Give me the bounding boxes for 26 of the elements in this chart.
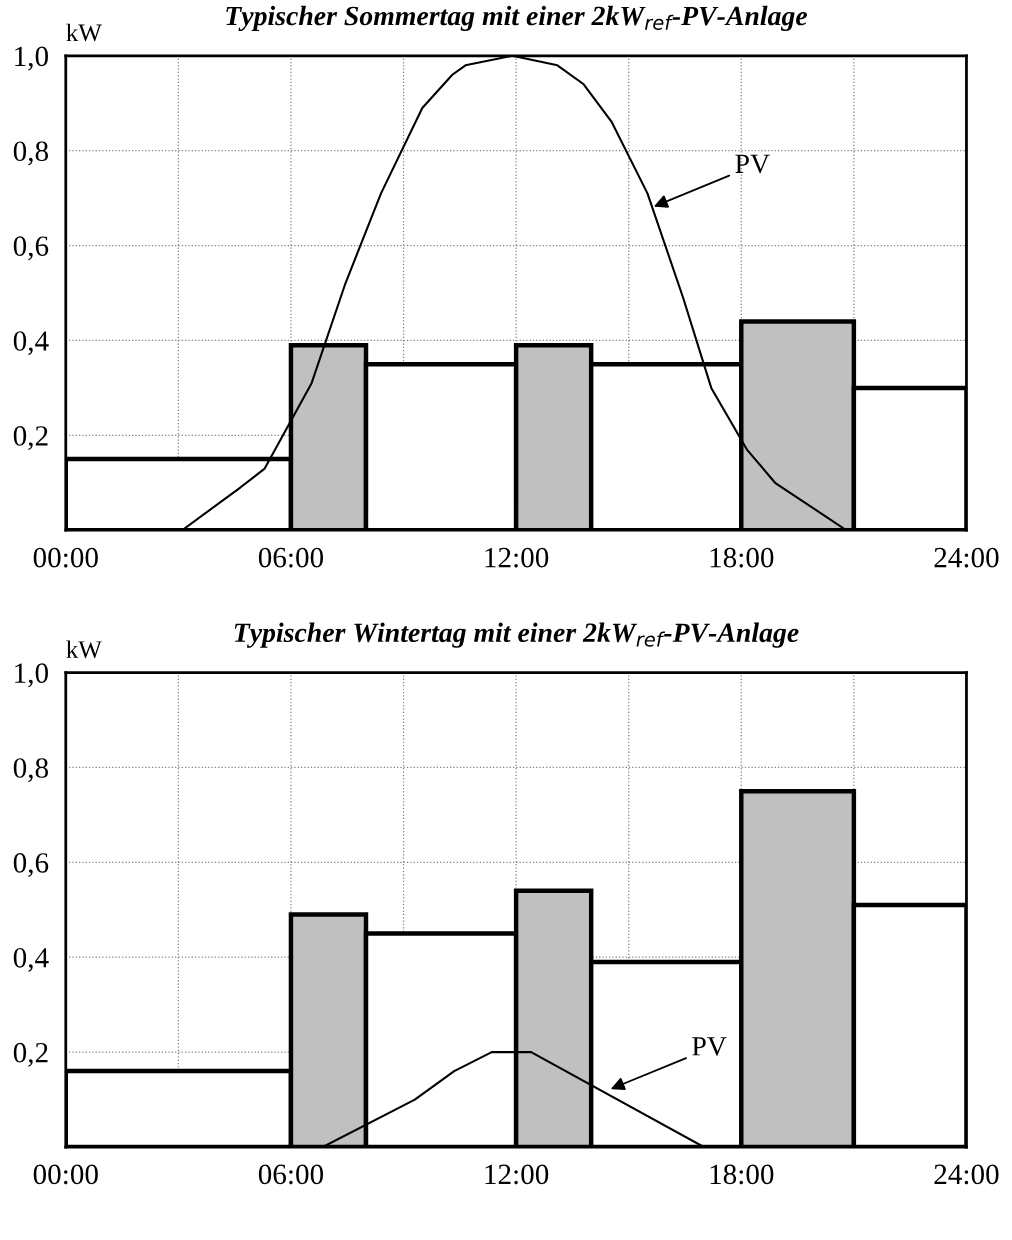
x-tick-label: 00:00 (33, 1164, 98, 1185)
chart-title: Typischer Sommertag mit einer 2kW$_{ref}$-PV-Anlage (226, 5, 808, 32)
x-tick-label: 12:00 (485, 547, 549, 568)
chart-title: Typischer Wintertag mit einer 2kW$_{ref}$-PV-Anlage (234, 622, 799, 648)
x-tick-label: 06:00 (258, 547, 324, 568)
annotation: PV (692, 1037, 727, 1056)
x-tick-label: 24:00 (934, 1164, 999, 1185)
y-tick-label: 0,6 (13, 853, 49, 877)
x-tick-label: 06:00 (258, 1164, 324, 1185)
y-tick-label: 0,8 (13, 758, 48, 783)
y-tick-label: 1,0 (15, 46, 48, 71)
x-tick-label: 24:00 (934, 547, 999, 568)
x-tick-label: 00:00 (33, 547, 98, 568)
y-tick-label: 0,2 (13, 1042, 48, 1067)
annotation: PV (735, 154, 770, 174)
y-tick-label: 1,0 (15, 663, 48, 688)
y-tick-label: 0,4 (13, 947, 49, 972)
x-tick-label: 12:00 (485, 1164, 549, 1185)
y-tick-label: 0,2 (13, 426, 48, 450)
x-tick-label: 18:00 (710, 547, 774, 568)
y-axis-title: kW (66, 640, 102, 659)
y-tick-label: 0,6 (13, 236, 49, 261)
y-axis-title: kW (66, 23, 102, 42)
y-tick-label: 0,8 (13, 141, 48, 166)
x-tick-label: 18:00 (710, 1164, 774, 1185)
y-tick-label: 0,4 (13, 331, 49, 356)
